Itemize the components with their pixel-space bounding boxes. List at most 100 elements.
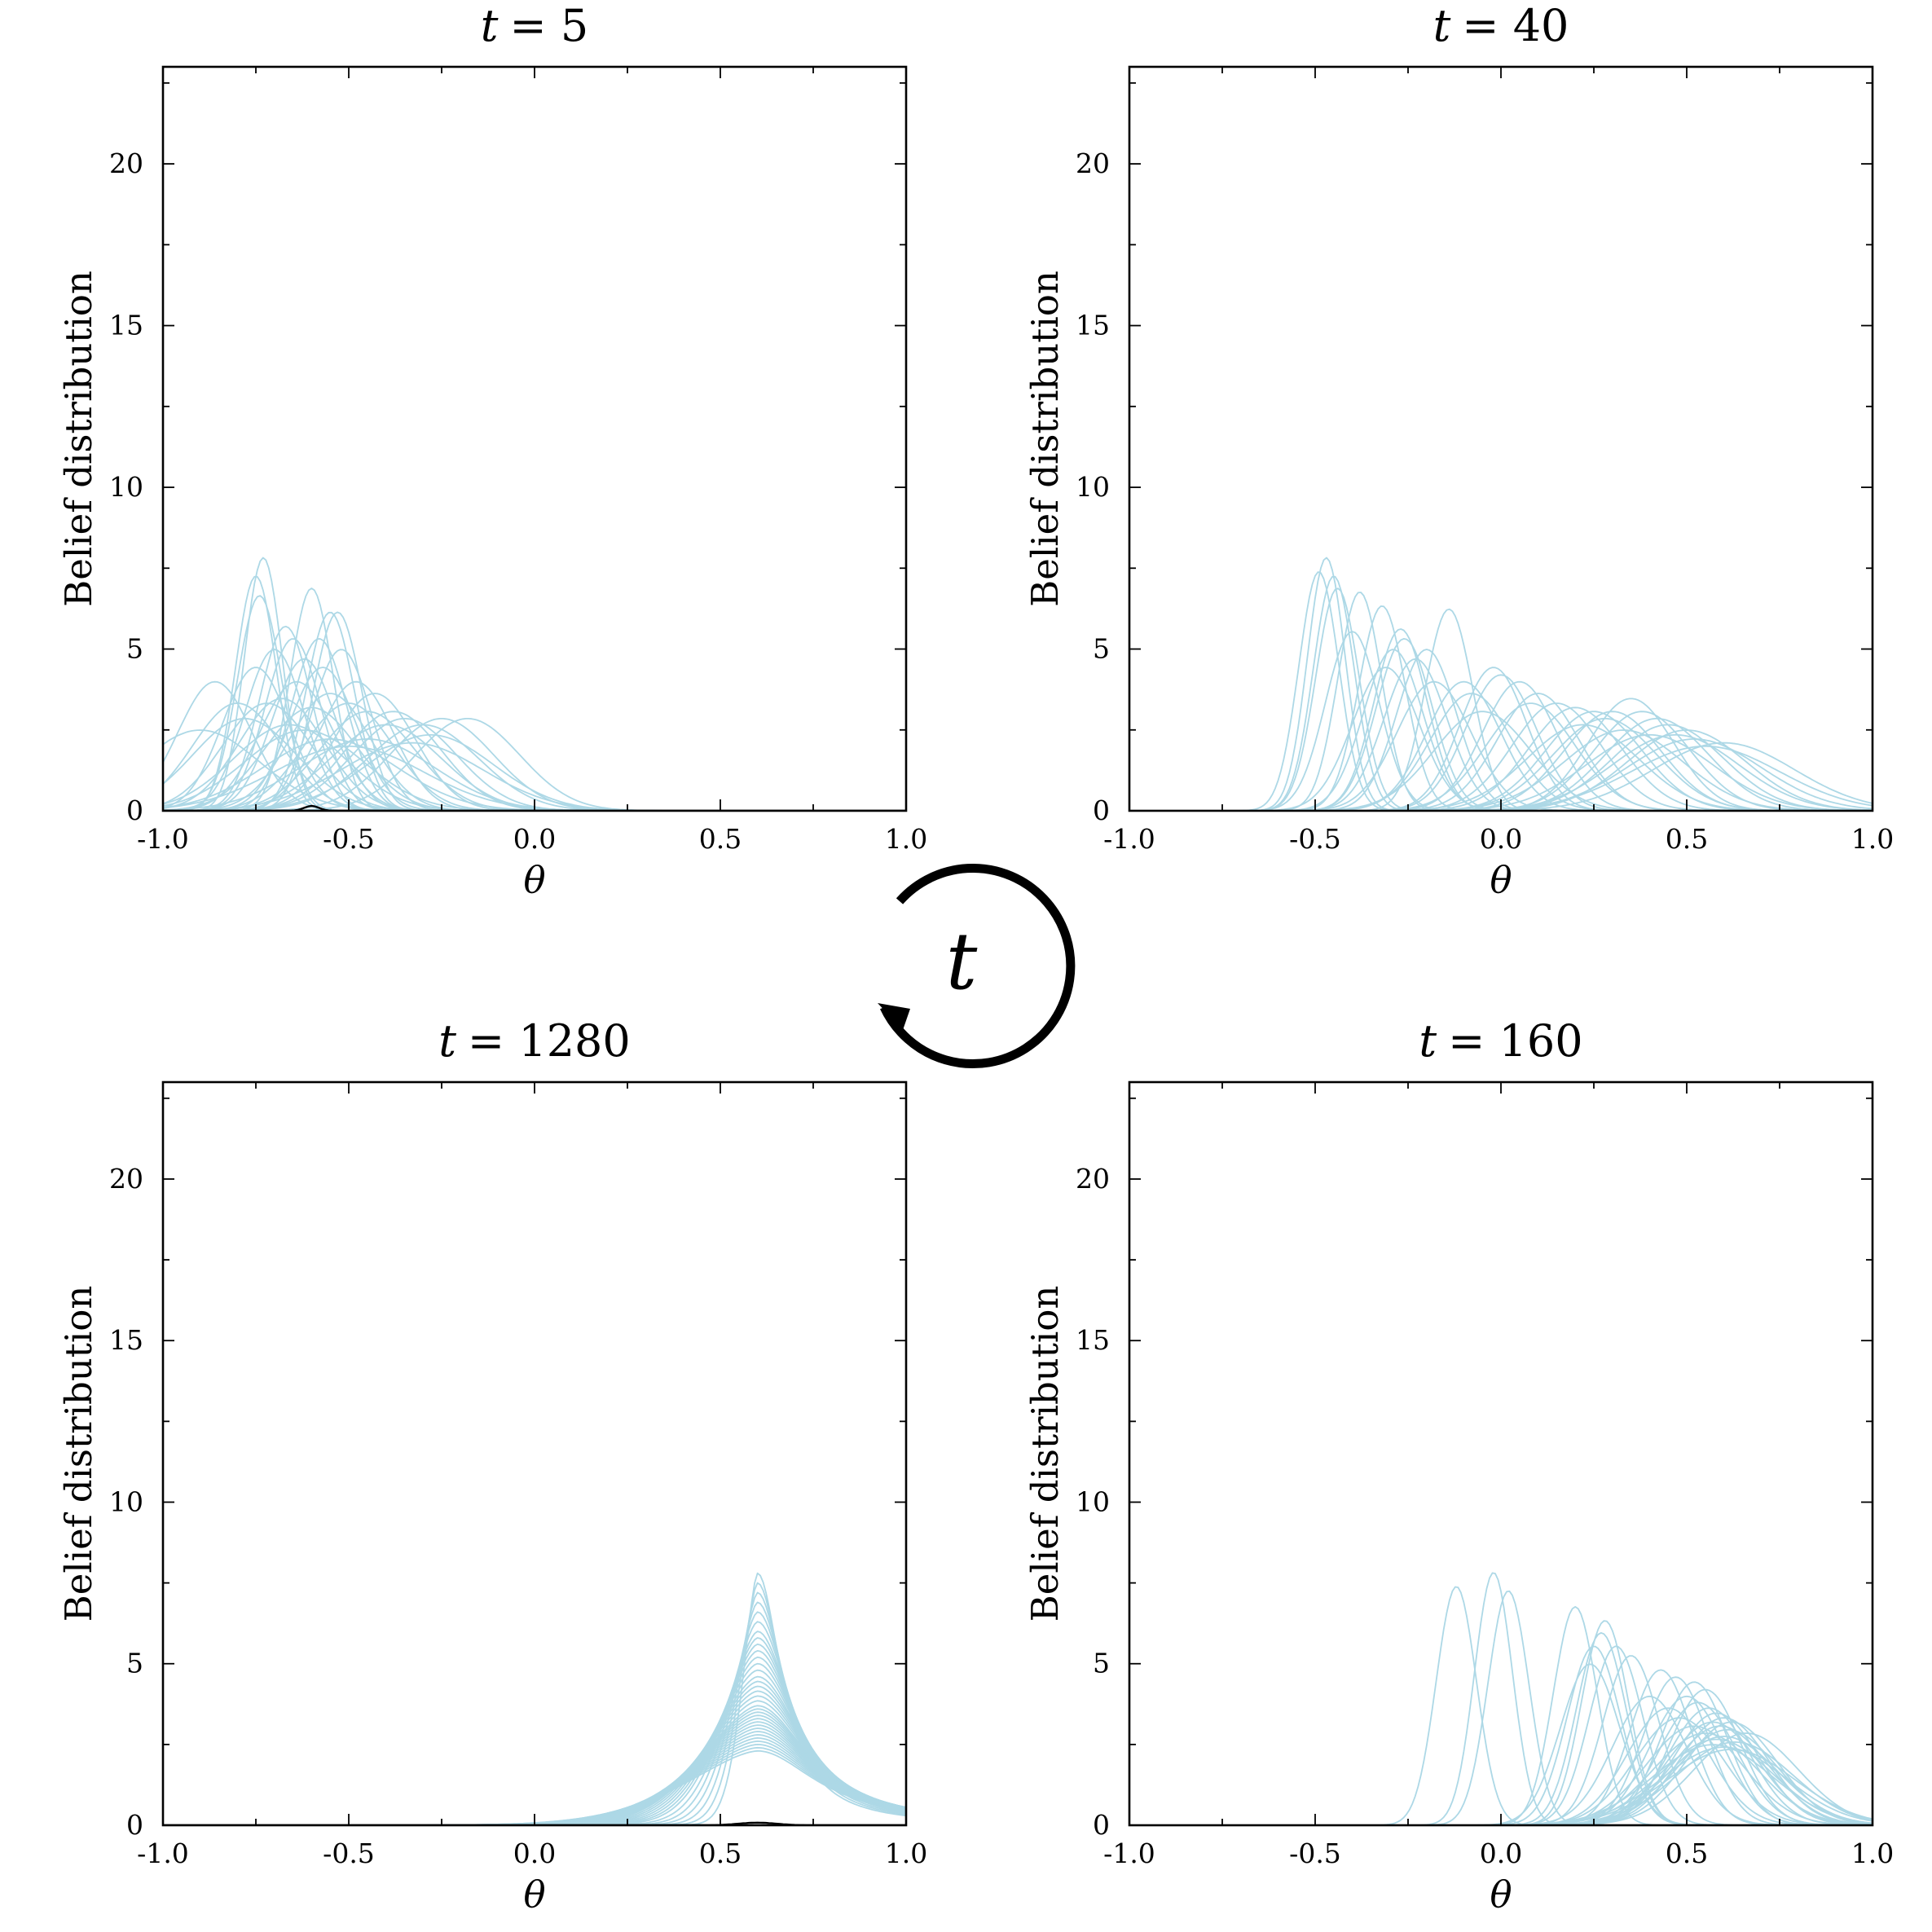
belief-curve: [163, 680, 906, 811]
belief-curve: [163, 1650, 906, 1825]
belief-curve: [1129, 649, 1873, 811]
belief-curve: [1129, 702, 1873, 811]
y-tick-label: 0: [1093, 1809, 1110, 1841]
panel-title: t = 160: [1419, 1015, 1582, 1067]
belief-curve: [1129, 680, 1873, 811]
belief-curve: [163, 625, 906, 811]
belief-curve: [163, 649, 906, 811]
x-tick-label: 0.5: [699, 823, 742, 855]
y-tick-label: 5: [1093, 633, 1110, 665]
belief-curve: [1129, 1620, 1873, 1825]
x-tick-label: -0.5: [323, 1837, 375, 1869]
belief-curve: [163, 702, 906, 811]
x-tick-label: -1.0: [137, 823, 189, 855]
curves: [163, 557, 906, 811]
belief-curve: [1129, 674, 1873, 811]
x-tick-label: 0.0: [513, 823, 556, 855]
belief-curve: [1129, 1725, 1873, 1825]
belief-curve: [1129, 667, 1873, 811]
curves: [1129, 1572, 1873, 1825]
y-tick-label: 15: [1076, 1324, 1110, 1356]
y-tick-label: 20: [1076, 1163, 1110, 1195]
belief-curve: [1129, 1688, 1873, 1825]
belief-curve: [163, 611, 906, 811]
belief-curve: [1129, 1586, 1873, 1825]
belief-curve: [1129, 1632, 1873, 1825]
belief-curve: [1129, 1732, 1873, 1825]
belief-curve: [1129, 1732, 1873, 1825]
time-cycle-indicator: t: [878, 864, 1076, 1069]
y-tick-label: 20: [1076, 147, 1110, 179]
belief-curve: [1129, 1741, 1873, 1825]
belief-curve: [1129, 680, 1873, 811]
belief-curve: [163, 680, 906, 811]
belief-curve: [163, 588, 906, 811]
y-tick-label: 5: [1093, 1648, 1110, 1679]
x-tick-label: 0.5: [1666, 823, 1708, 855]
y-axis-label: Belief distribution: [57, 271, 100, 607]
belief-curve: [163, 1582, 906, 1825]
belief-curve: [163, 706, 906, 811]
belief-curve: [1129, 1676, 1873, 1825]
panel-title-variable: t: [438, 1015, 456, 1067]
panel-title: t = 1280: [438, 1015, 631, 1067]
y-tick-label: 20: [109, 1163, 143, 1195]
belief-curve: [1129, 1645, 1873, 1825]
x-tick-label: 1.0: [885, 1837, 927, 1869]
belief-curve: [163, 1637, 906, 1825]
cycle-label: t: [946, 916, 978, 1007]
belief-curve: [1129, 693, 1873, 811]
x-axis-label: θ: [523, 858, 545, 901]
x-tick-label: 0.0: [1480, 1837, 1522, 1869]
panel-t40: t = 40 -1.0 -0.5 0.0 0.5 1.0 0 5 10 15 20 θ Belief di…: [1023, 0, 1894, 901]
panel-title-value: = 1280: [468, 1015, 631, 1067]
x-tick-label: 0.0: [513, 1837, 556, 1869]
y-axis-label: Belief distribution: [1023, 1286, 1067, 1622]
belief-curve: [163, 698, 906, 811]
belief-curve: [1129, 702, 1873, 811]
belief-curve: [163, 702, 906, 811]
y-axis-label: Belief distribution: [57, 1286, 100, 1622]
belief-curve: [1129, 1717, 1873, 1825]
panel-title-value: = 5: [509, 0, 588, 51]
axes-frame: [161, 65, 908, 812]
belief-curve: [1129, 1572, 1873, 1825]
axes-frame: [1128, 65, 1874, 812]
belief-curve: [163, 638, 906, 811]
belief-curve: [163, 649, 906, 811]
x-axis-label: θ: [1490, 1873, 1512, 1916]
belief-curve: [1129, 1736, 1873, 1825]
belief-curve: [1129, 1717, 1873, 1825]
x-tick-label: 1.0: [885, 823, 927, 855]
cycle-arrowhead: [878, 1003, 910, 1030]
belief-curve: [163, 680, 906, 811]
belief-curve: [1129, 575, 1873, 811]
belief-curve: [1129, 588, 1873, 811]
x-axis-label: θ: [1490, 858, 1512, 901]
x-tick-label: 1.0: [1851, 1837, 1894, 1869]
belief-curve: [163, 1644, 906, 1825]
belief-curve: [163, 575, 906, 811]
panel-title-variable: t: [481, 0, 499, 51]
belief-curve: [163, 724, 906, 811]
panel-title: t = 5: [481, 0, 588, 51]
belief-curve: [1129, 571, 1873, 811]
y-tick-label: 15: [109, 310, 143, 341]
panel-title-variable: t: [1419, 1015, 1437, 1067]
y-tick-label: 0: [126, 1809, 143, 1841]
y-tick-label: 0: [1093, 794, 1110, 826]
y-tick-label: 10: [1076, 1485, 1110, 1517]
belief-curve: [1129, 1663, 1873, 1825]
belief-curve: [163, 638, 906, 811]
belief-curve: [163, 1591, 906, 1825]
panel-t5: t = 5 -1.0 -0.5 0.0 0.5 1.0 0 5 10 15 20 θ Belief dis…: [57, 0, 927, 901]
belief-curve: [163, 1631, 906, 1825]
baseline-curve: [163, 1821, 906, 1825]
x-axis-label: θ: [523, 1873, 545, 1916]
belief-curve: [163, 693, 906, 811]
panel-title-value: = 160: [1448, 1015, 1582, 1067]
y-tick-label: 10: [109, 1485, 143, 1517]
belief-curve: [1129, 711, 1873, 811]
belief-curve: [163, 658, 906, 811]
